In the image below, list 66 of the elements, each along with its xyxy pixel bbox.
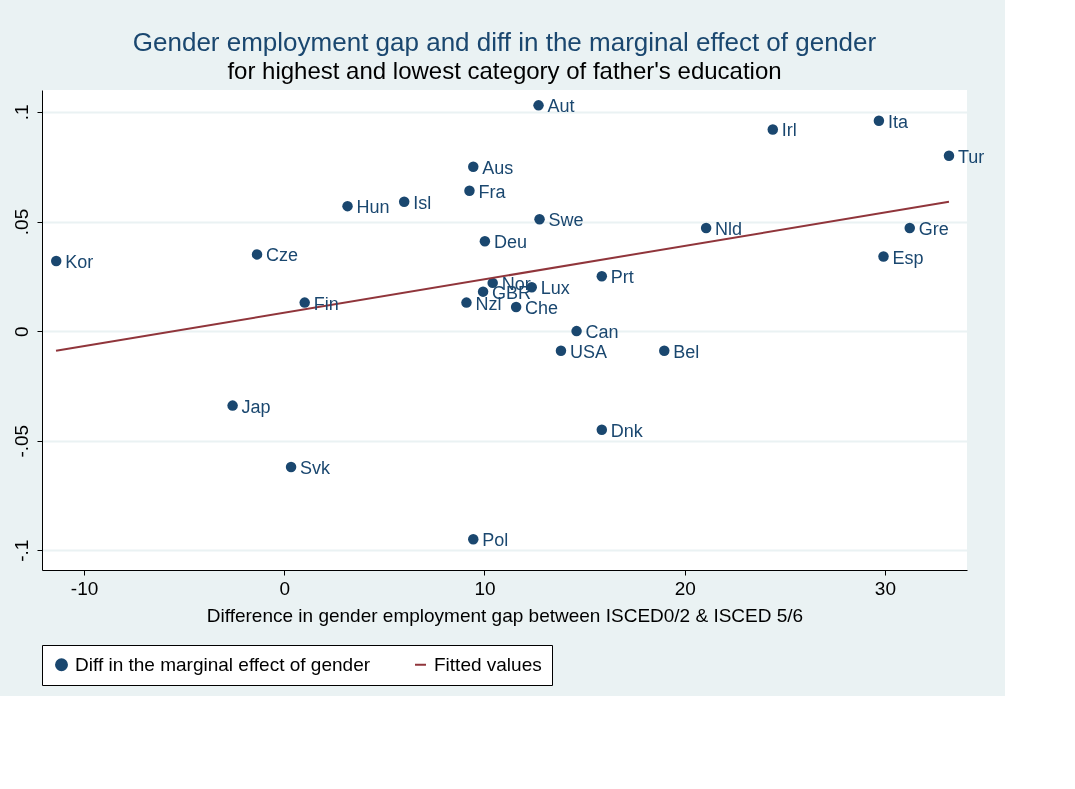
- point: [873, 115, 885, 126]
- legend-label: Diff in the marginal effect of gender: [75, 653, 371, 675]
- annotation: Cze: [266, 245, 299, 266]
- annotation: Tur: [957, 146, 985, 167]
- annotation: Kor: [65, 251, 94, 272]
- point: [479, 236, 491, 247]
- x-tick-label: 10: [474, 577, 496, 599]
- point: [461, 297, 472, 308]
- x-tick-label: 0: [279, 577, 291, 599]
- annotation: Nld: [715, 219, 743, 240]
- point: [571, 325, 582, 337]
- point: [878, 251, 889, 262]
- annotation: Gre: [918, 219, 949, 240]
- x-tick-label: -10: [70, 577, 99, 599]
- annotation: Svk: [300, 457, 332, 478]
- x-axis-title: Difference in gender employment gap between ISCED0/2 & ISCED 5/6: [206, 604, 804, 626]
- annotation: Irl: [781, 120, 797, 141]
- point: [659, 345, 670, 357]
- annotation: Aut: [547, 96, 575, 117]
- annotation: Can: [585, 322, 619, 343]
- point: [943, 150, 955, 161]
- annotation: Aus: [482, 157, 514, 178]
- point: [596, 271, 608, 282]
- point: [342, 200, 353, 212]
- point: [464, 185, 475, 197]
- annotation: Bel: [673, 341, 700, 362]
- chart-subtitle: for highest and lowest category of father's education: [227, 57, 782, 84]
- annotation: Swe: [548, 210, 584, 231]
- point: [555, 345, 567, 357]
- annotation: Hun: [356, 197, 390, 218]
- y-tick-label: 0: [10, 326, 32, 337]
- y-tick-label: .05: [10, 208, 32, 236]
- y-tick-label: -.1: [10, 539, 32, 562]
- annotation: Jap: [241, 396, 271, 417]
- annotation: Fra: [478, 181, 507, 202]
- annotation: Lux: [540, 278, 570, 299]
- annotation: Deu: [493, 232, 527, 253]
- point: [767, 124, 779, 135]
- point: [700, 222, 712, 234]
- annotation: Esp: [892, 247, 924, 268]
- point: [534, 214, 545, 225]
- annotation: Dnk: [610, 420, 644, 441]
- point: [510, 301, 522, 313]
- point: [251, 249, 263, 260]
- point: [533, 100, 544, 111]
- point: [299, 297, 310, 308]
- y-tick-label: .1: [10, 104, 32, 121]
- point: [285, 461, 297, 473]
- point: [227, 400, 238, 411]
- point: [398, 196, 410, 208]
- annotation: Ita: [887, 111, 909, 132]
- point: [904, 222, 915, 234]
- annotation: Prt: [610, 267, 634, 288]
- annotation: Isl: [413, 192, 432, 213]
- point: [468, 161, 479, 172]
- chart-title: Gender employment gap and diff in the marginal effect of gender: [132, 27, 877, 57]
- x-tick-label: 30: [874, 577, 896, 599]
- point: [477, 286, 489, 297]
- point: [596, 424, 608, 435]
- annotation: USA: [569, 341, 607, 362]
- point: [468, 534, 479, 545]
- x-tick-label: 20: [674, 577, 696, 599]
- y-tick-label: -.05: [10, 424, 32, 458]
- legend-label: Fitted values: [434, 653, 542, 675]
- point: [50, 255, 62, 267]
- annotation: Pol: [482, 530, 509, 551]
